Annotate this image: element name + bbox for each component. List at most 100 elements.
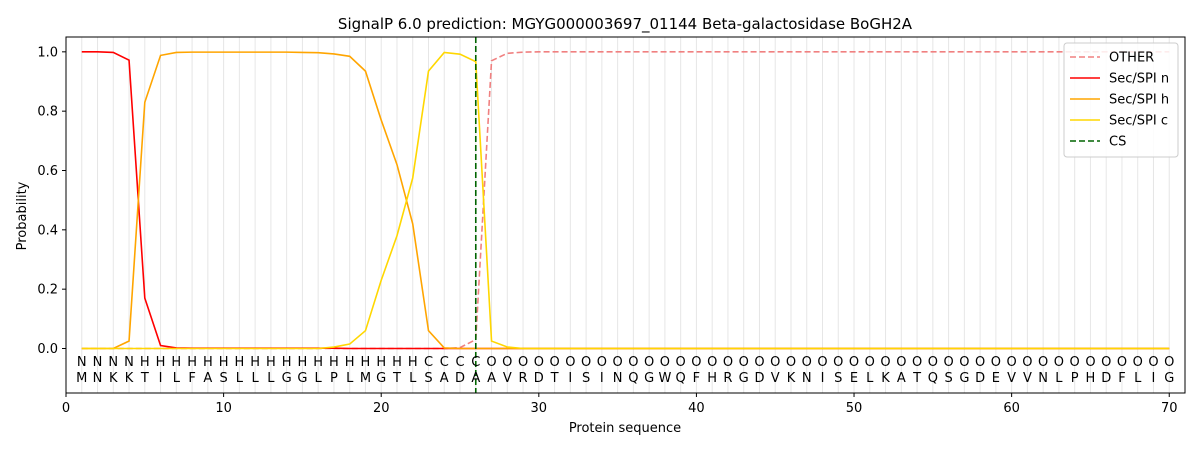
residue-label: D — [975, 371, 985, 386]
series-lines — [81, 37, 1170, 393]
region-label: H — [266, 355, 276, 370]
x-tick-label: 10 — [215, 401, 232, 416]
residue-label: T — [140, 371, 149, 386]
region-label: C — [424, 355, 433, 370]
x-tick-label: 0 — [62, 401, 70, 416]
y-tick-label: 1.0 — [37, 45, 58, 60]
region-label: O — [1085, 355, 1095, 370]
region-label: O — [1133, 355, 1143, 370]
region-label: H — [250, 355, 260, 370]
residue-label: D — [455, 371, 465, 386]
region-label: O — [676, 355, 686, 370]
x-axis-label: Protein sequence — [569, 421, 681, 436]
residue-label: Q — [928, 371, 938, 386]
region-label: O — [865, 355, 875, 370]
legend-label: OTHER — [1109, 51, 1154, 66]
region-label: O — [691, 355, 701, 370]
region-label: O — [1164, 355, 1174, 370]
residue-label: S — [424, 371, 432, 386]
residue-label: G — [297, 371, 307, 386]
legend-label: CS — [1109, 135, 1126, 150]
residue-label: Q — [628, 371, 638, 386]
y-tick-label: 0.2 — [37, 283, 58, 298]
residue-label: N — [1038, 371, 1048, 386]
region-label: O — [817, 355, 827, 370]
residue-label: V — [1023, 371, 1032, 386]
residue-label: N — [93, 371, 103, 386]
residue-label: T — [392, 371, 401, 386]
x-tick-label: 60 — [1003, 401, 1020, 416]
region-label: O — [723, 355, 733, 370]
residue-label: S — [834, 371, 842, 386]
legend-label: Sec/SPI h — [1109, 93, 1169, 108]
residue-label: G — [739, 371, 749, 386]
region-label: N — [77, 355, 87, 370]
residue-label: L — [866, 371, 874, 386]
region-label: O — [502, 355, 512, 370]
axes: 0 10 20 30 40 50 60 70 0.0 0.2 0.4 0.6 0.8 1.0 — [37, 36, 1186, 416]
region-label: O — [833, 355, 843, 370]
residue-label: A — [440, 371, 449, 386]
region-label: O — [644, 355, 654, 370]
region-label: O — [1038, 355, 1048, 370]
region-label: H — [203, 355, 213, 370]
residue-label: P — [330, 371, 338, 386]
region-label: O — [849, 355, 859, 370]
region-label: H — [392, 355, 402, 370]
residue-label: A — [487, 371, 496, 386]
residue-label: A — [203, 371, 212, 386]
residue-label: L — [1134, 371, 1142, 386]
residue-label: F — [188, 371, 195, 386]
region-label: H — [298, 355, 308, 370]
region-label: O — [1101, 355, 1111, 370]
region-label: N — [108, 355, 118, 370]
legend-box — [1063, 42, 1179, 158]
region-label: H — [313, 355, 323, 370]
y-tick-label: 0.4 — [37, 223, 58, 238]
region-label: H — [408, 355, 418, 370]
residue-label: D — [1101, 371, 1111, 386]
region-label: O — [565, 355, 575, 370]
region-label: C — [440, 355, 449, 370]
residue-label: S — [944, 371, 952, 386]
region-label: O — [880, 355, 890, 370]
x-tick-label: 20 — [373, 401, 390, 416]
vertical-grid — [81, 37, 1170, 393]
region-label: N — [124, 355, 134, 370]
region-label: O — [896, 355, 906, 370]
region-label: O — [928, 355, 938, 370]
region-label: O — [628, 355, 638, 370]
residue-label: V — [503, 371, 512, 386]
residue-label: E — [992, 371, 1000, 386]
residue-label: S — [582, 371, 590, 386]
residue-label: G — [644, 371, 654, 386]
y-axis-label: Probability — [15, 181, 30, 250]
residue-label: M — [76, 371, 87, 386]
region-label: O — [786, 355, 796, 370]
region-label: H — [156, 355, 166, 370]
region-label: O — [707, 355, 717, 370]
residue-label: F — [693, 371, 700, 386]
residue-label: H — [707, 371, 717, 386]
region-label: O — [613, 355, 623, 370]
residue-label: A — [471, 371, 480, 386]
region-label: H — [187, 355, 197, 370]
residue-label: G — [1164, 371, 1174, 386]
x-tick-label: 70 — [1161, 401, 1178, 416]
residue-label: I — [159, 371, 163, 386]
residue-label: P — [1071, 371, 1079, 386]
residue-label: G — [282, 371, 292, 386]
region-label: H — [376, 355, 386, 370]
region-label: C — [471, 355, 480, 370]
residue-label: L — [252, 371, 260, 386]
residue-label: R — [723, 371, 732, 386]
residue-label: L — [236, 371, 244, 386]
region-label: O — [549, 355, 559, 370]
residue-label: L — [1055, 371, 1063, 386]
region-label: O — [1148, 355, 1158, 370]
region-label: O — [1054, 355, 1064, 370]
residue-label: D — [754, 371, 764, 386]
region-label: O — [770, 355, 780, 370]
residue-label: W — [658, 371, 671, 386]
